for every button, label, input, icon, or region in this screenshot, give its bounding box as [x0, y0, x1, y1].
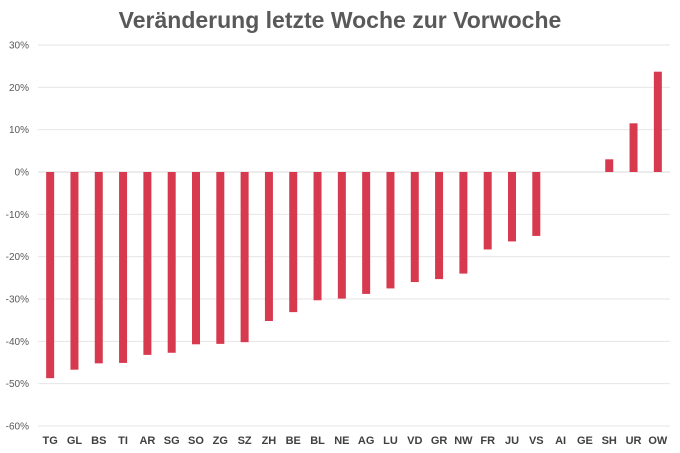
- y-tick-label: -20%: [6, 252, 29, 263]
- y-tick-label: -10%: [6, 210, 29, 221]
- x-tick-label: BL: [310, 435, 325, 447]
- x-tick-label: ZG: [213, 435, 228, 447]
- x-tick-label: GR: [431, 435, 448, 447]
- x-tick-label: BE: [286, 435, 301, 447]
- y-tick-label: -30%: [6, 295, 29, 306]
- bar-ow: [653, 71, 662, 172]
- x-tick-label: AI: [555, 435, 566, 447]
- bar-ti: [119, 172, 128, 363]
- bar-sh: [605, 159, 614, 172]
- x-tick-label: SH: [602, 435, 617, 447]
- bar-bl: [313, 172, 322, 301]
- x-tick-label: SG: [164, 435, 180, 447]
- x-tick-label: NE: [334, 435, 349, 447]
- x-tick-label: SZ: [238, 435, 252, 447]
- bar-sz: [240, 172, 249, 343]
- x-tick-label: TG: [43, 435, 58, 447]
- gridlines: [38, 44, 670, 427]
- x-tick-label: VS: [529, 435, 544, 447]
- bar-ar: [143, 172, 152, 355]
- x-tick-label: GE: [577, 435, 593, 447]
- bar-nw: [459, 172, 468, 274]
- bar-ne: [337, 172, 346, 299]
- x-tick-label: NW: [454, 435, 473, 447]
- x-tick-label: GL: [67, 435, 83, 447]
- bar-gl: [70, 172, 79, 370]
- x-tick-label: LU: [383, 435, 398, 447]
- x-tick-label: JU: [505, 435, 519, 447]
- x-tick-label: VD: [407, 435, 422, 447]
- bar-vd: [410, 172, 419, 283]
- y-tick-label: 20%: [9, 83, 29, 94]
- bar-sg: [167, 172, 176, 353]
- x-tick-label: BS: [91, 435, 106, 447]
- x-tick-label: AG: [358, 435, 375, 447]
- y-tick-label: -50%: [6, 379, 29, 390]
- bar-tg: [46, 172, 55, 379]
- y-tick-label: 10%: [9, 125, 29, 136]
- x-tick-label: UR: [626, 435, 642, 447]
- bar-zh: [264, 172, 273, 322]
- bar-bs: [94, 172, 103, 364]
- y-axis: 30% 20% 10% 0% -10% -20% -30% -40% -50% -60%: [6, 41, 29, 433]
- x-tick-label: FR: [480, 435, 495, 447]
- y-tick-label: -60%: [6, 422, 29, 433]
- y-tick-label: -40%: [6, 337, 29, 348]
- bar-ju: [508, 172, 516, 242]
- chart-title: Veränderung letzte Woche zur Vorwoche: [119, 7, 562, 33]
- bar-vs: [532, 172, 541, 236]
- x-tick-label: OW: [648, 435, 668, 447]
- x-axis: TG GL BS TI AR SG SO ZG SZ ZH BE BL NE AG LU VD GR NW FR JU…: [43, 435, 668, 447]
- y-tick-label: 0%: [15, 168, 30, 179]
- x-tick-label: TI: [118, 435, 128, 447]
- bar-series: [46, 71, 662, 379]
- bar-gr: [435, 172, 444, 280]
- bar-ag: [362, 172, 371, 294]
- bar-ur: [629, 123, 638, 172]
- x-tick-label: ZH: [262, 435, 277, 447]
- bar-so: [192, 172, 200, 345]
- x-tick-label: SO: [188, 435, 204, 447]
- bar-fr: [483, 172, 492, 250]
- bar-zg: [216, 172, 225, 344]
- bar-lu: [386, 172, 395, 289]
- y-tick-label: 30%: [9, 41, 29, 52]
- x-tick-label: AR: [139, 435, 155, 447]
- bar-be: [289, 172, 298, 313]
